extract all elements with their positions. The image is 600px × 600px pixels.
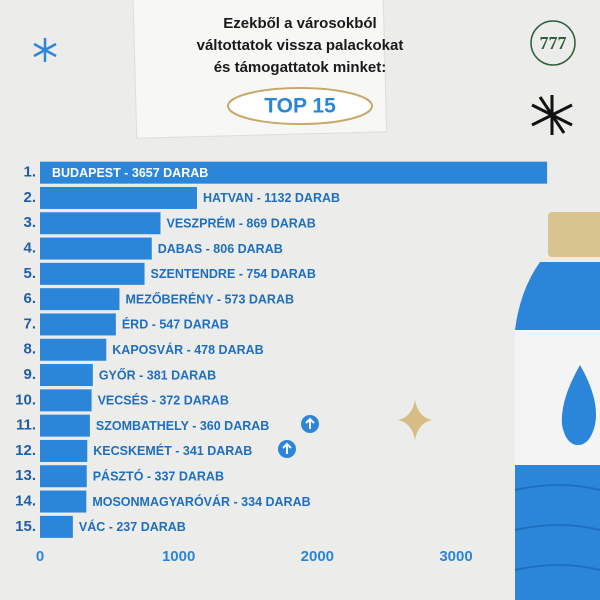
x-tick-label: 2000 [301, 548, 334, 565]
bar [40, 490, 87, 513]
bar [40, 313, 116, 336]
rank-label: 11. [16, 417, 36, 434]
rank-label: 8. [23, 341, 36, 358]
bar [40, 439, 88, 462]
bar [40, 465, 87, 488]
rank-label: 4. [23, 240, 36, 257]
bar [40, 237, 152, 260]
bar [40, 389, 92, 412]
rank-label: 12. [15, 442, 36, 459]
value-label: GYŐR - 381 DARAB [99, 367, 216, 382]
rank-label: 7. [23, 315, 36, 332]
bar [40, 186, 197, 209]
bar [40, 414, 90, 437]
value-label: VESZPRÉM - 869 DARAB [167, 216, 316, 231]
bar [40, 212, 161, 235]
value-label: VÁC - 237 DARAB [79, 519, 186, 534]
value-label: BUDAPEST - 3657 DARAB [52, 166, 208, 180]
value-label: SZOMBATHELY - 360 DARAB [96, 419, 269, 433]
rank-label: 1. [23, 164, 36, 181]
asterisk [531, 95, 573, 135]
value-label: HATVAN - 1132 DARAB [203, 191, 340, 205]
value-label: KECSKEMÉT - 341 DARAB [93, 443, 252, 458]
value-label: KAPOSVÁR - 478 DARAB [112, 342, 263, 357]
logo: 777 [540, 33, 567, 53]
asterisk [33, 38, 57, 62]
bar [40, 338, 107, 361]
badge: TOP 15 [264, 95, 336, 118]
rank-label: 3. [23, 214, 36, 231]
value-label: DABAS - 806 DARAB [158, 242, 283, 256]
rank-label: 9. [23, 366, 36, 383]
value-label: MOSONMAGYARÓVÁR - 334 DARAB [92, 494, 310, 509]
value-label: MEZŐBERÉNY - 573 DARAB [125, 291, 294, 306]
rank-label: 14. [15, 493, 36, 510]
up-arrow-glyphs [282, 417, 315, 454]
x-tick-label: 0 [36, 548, 44, 565]
sparkle [398, 400, 432, 440]
rank-label: 2. [23, 189, 36, 206]
rank-label: 5. [23, 265, 36, 282]
bar [40, 262, 145, 285]
logo-ring [530, 20, 576, 66]
title-line: váltottatok vissza palackokat [197, 37, 404, 54]
bar [40, 288, 120, 311]
bottle [514, 212, 600, 600]
value-label: ÉRD - 547 DARAB [122, 317, 229, 332]
badge-outline [227, 87, 373, 125]
rank-label: 13. [15, 467, 36, 484]
rank-label: 6. [23, 290, 36, 307]
x-tick-label: 1000 [162, 548, 195, 565]
title-line: és támogattatok minket: [214, 59, 387, 76]
value-label: SZENTENDRE - 754 DARAB [151, 267, 316, 281]
title-line: Ezekből a városokból [223, 15, 376, 32]
bar [40, 515, 73, 538]
bar [40, 161, 548, 184]
value-label: PÁSZTÓ - 337 DARAB [93, 469, 224, 484]
bar [40, 364, 93, 387]
rank-label: 10. [15, 391, 36, 408]
rank-label: 15. [15, 518, 36, 535]
x-tick-label: 3000 [439, 548, 472, 565]
value-label: VECSÉS - 372 DARAB [98, 393, 229, 408]
